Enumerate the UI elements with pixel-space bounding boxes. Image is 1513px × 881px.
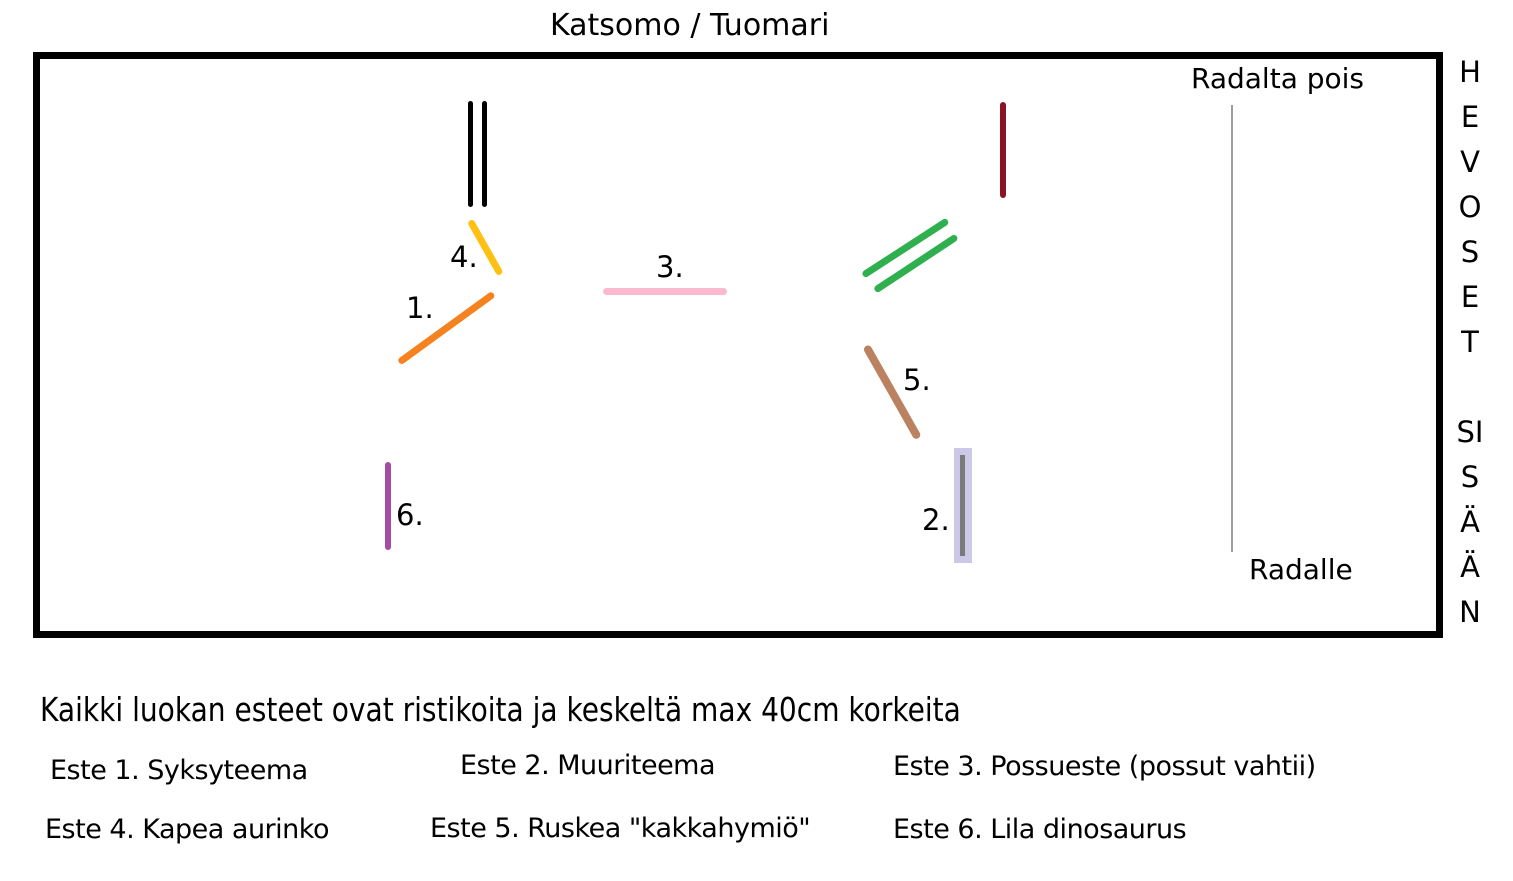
- start-gate-line-right: [482, 101, 487, 207]
- finish-marker-line: [1000, 102, 1006, 198]
- legend-este-6: Este 6. Lila dinosaurus: [893, 814, 1187, 845]
- side-text-word-sisaan: SISÄÄN: [1456, 415, 1484, 629]
- course-note: Kaikki luokan esteet ovat ristikoita ja …: [40, 690, 961, 729]
- obstacle-6-line: [385, 462, 391, 550]
- obstacle-3-line: [603, 288, 727, 295]
- legend-este-3: Este 3. Possueste (possut vahtii): [893, 751, 1316, 782]
- enter-track-label: Radalle: [1249, 553, 1353, 586]
- obstacle-3-number: 3.: [656, 250, 684, 284]
- legend-este-1: Este 1. Syksyteema: [50, 755, 308, 786]
- obstacle-6-number: 6.: [396, 498, 424, 532]
- obstacle-2-wall-bar: [960, 455, 965, 556]
- arena-border: [33, 52, 1443, 638]
- track-divider-line: [1231, 105, 1233, 552]
- obstacle-1-number: 1.: [406, 291, 434, 325]
- start-gate-line-left: [468, 101, 473, 207]
- obstacle-4-number: 4.: [450, 240, 478, 274]
- obstacle-2-number: 2.: [922, 503, 950, 537]
- legend-este-2: Este 2. Muuriteema: [460, 750, 716, 781]
- obstacle-5-number: 5.: [903, 363, 931, 397]
- legend-este-5: Este 5. Ruskea "kakkahymiö": [430, 813, 811, 844]
- legend-este-4: Este 4. Kapea aurinko: [45, 814, 329, 845]
- side-text-word-hevoset: HEVOSET: [1458, 55, 1482, 359]
- exit-track-label: Radalta pois: [1191, 62, 1365, 95]
- obstacle-2-wall-frame: [954, 448, 972, 563]
- page-title: Katsomo / Tuomari: [550, 8, 830, 43]
- horses-in-side-text: HEVOSET SISÄÄN: [1452, 50, 1488, 635]
